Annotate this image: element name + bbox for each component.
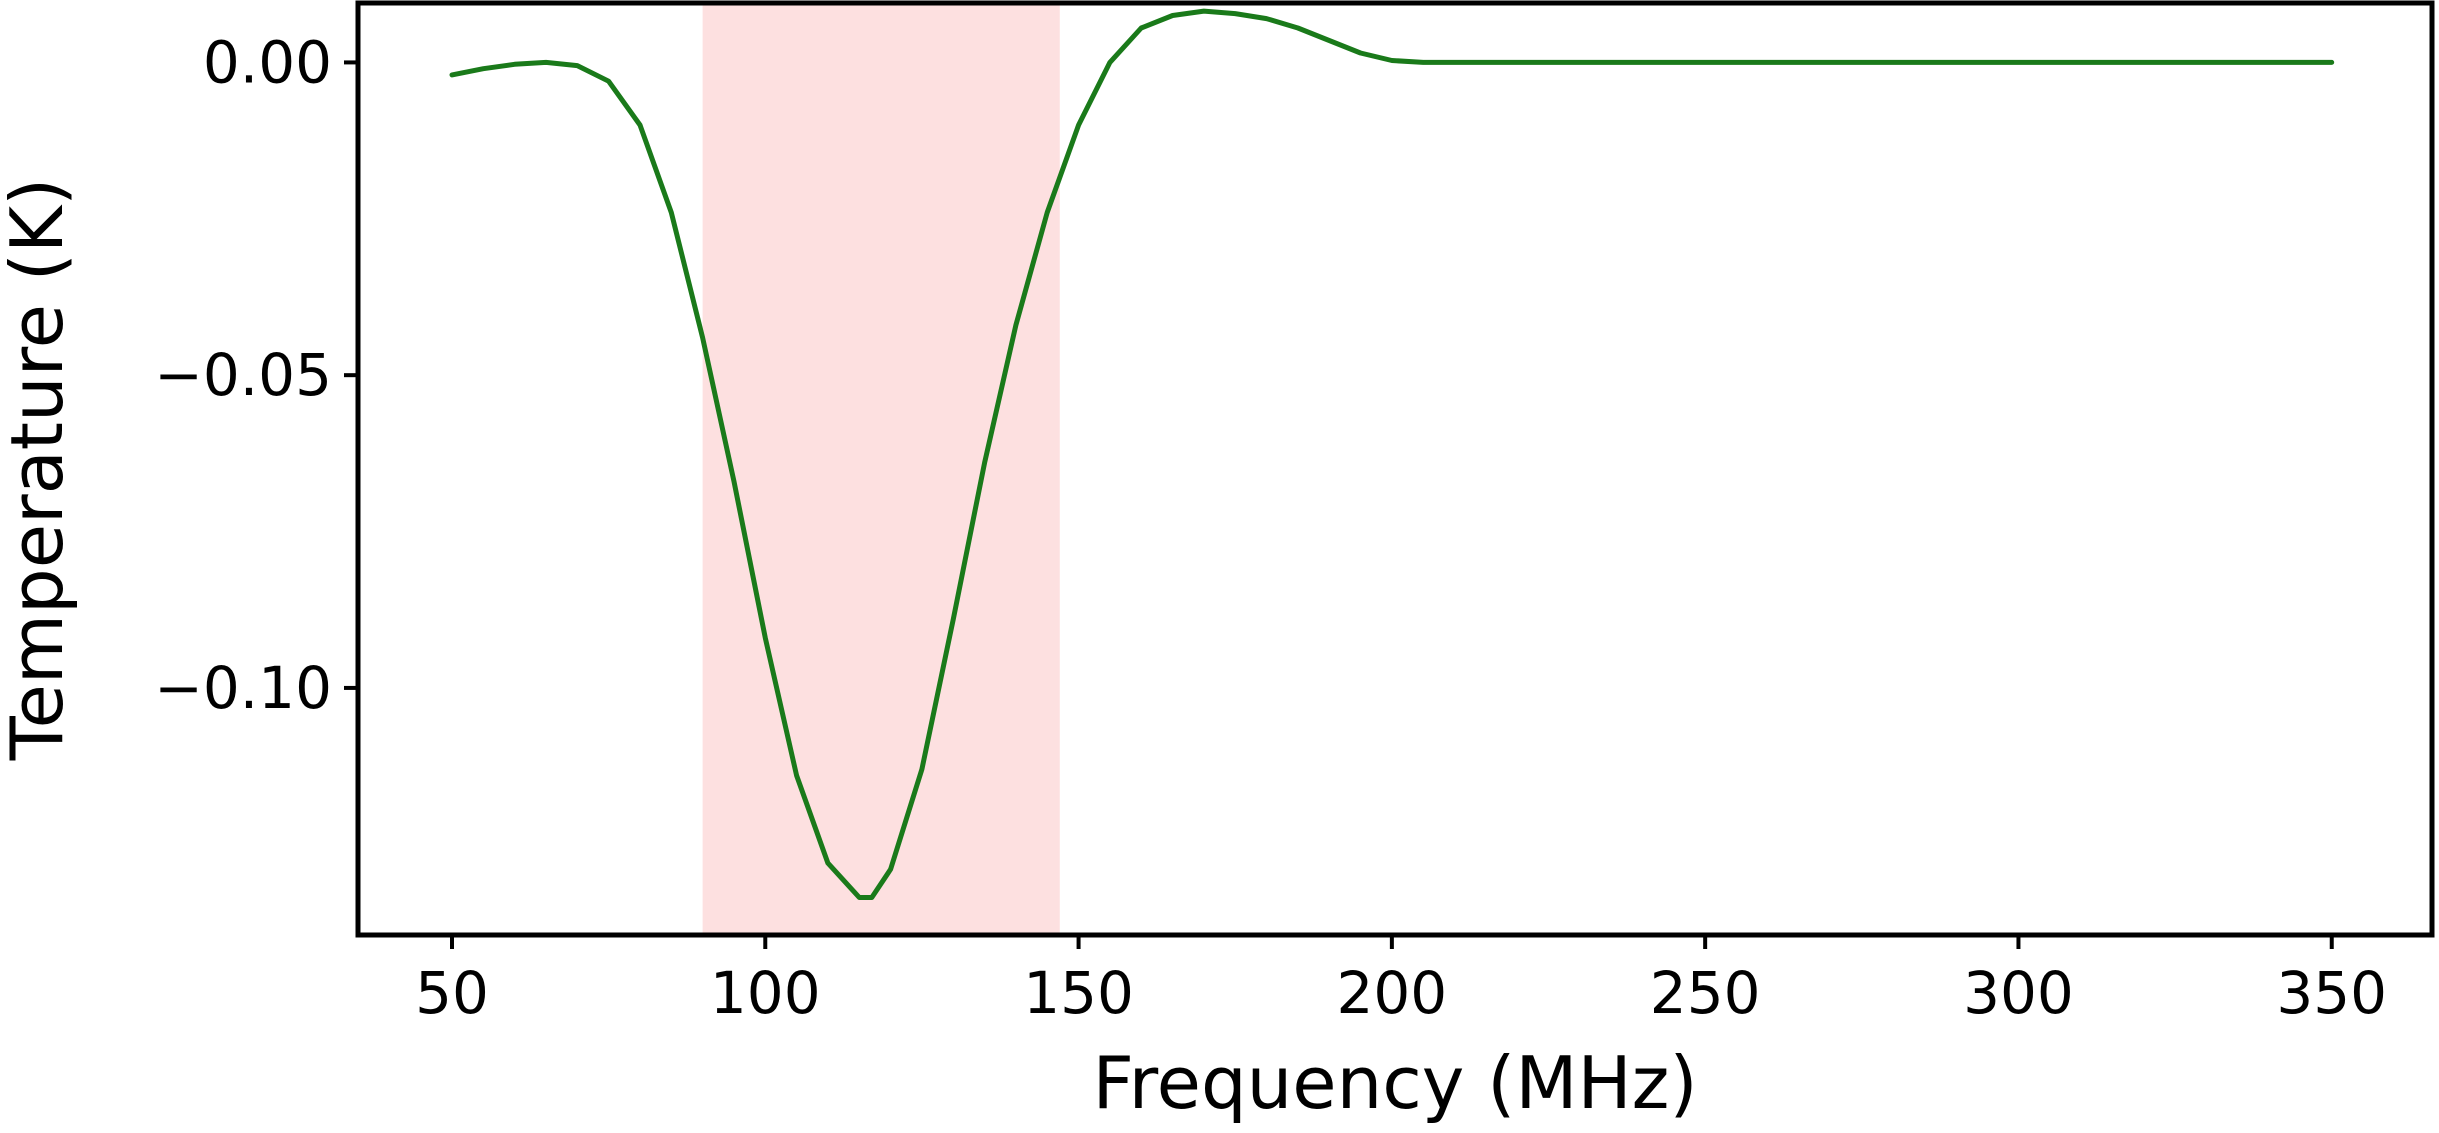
plot-frame	[355, 0, 2435, 938]
x-tick-label: 250	[1650, 959, 1761, 1027]
x-tick-label: 100	[710, 959, 821, 1027]
y-axis-label: Temperature (K)	[0, 178, 79, 761]
x-tick-label: 350	[2276, 959, 2387, 1027]
series-line-0	[449, 8, 2335, 900]
x-axis-label: Frequency (MHz)	[1092, 1041, 1697, 1125]
series-layer	[449, 8, 2335, 900]
x-tick-label: 150	[1023, 959, 1134, 1027]
y-tick-label: 0.00	[203, 28, 332, 96]
y-tick-label: −0.05	[154, 341, 332, 409]
x-axis: 50 100 150 200 250 300 350	[415, 935, 2387, 1027]
shaded-band-layer	[702, 3, 1060, 935]
y-tick-label: −0.10	[154, 654, 332, 722]
y-axis: 0.00 −0.05 −0.10	[154, 28, 358, 722]
x-tick-label: 50	[415, 959, 489, 1027]
shaded-band	[702, 3, 1060, 935]
x-tick-label: 300	[1963, 959, 2074, 1027]
x-tick-label: 200	[1337, 959, 1448, 1027]
